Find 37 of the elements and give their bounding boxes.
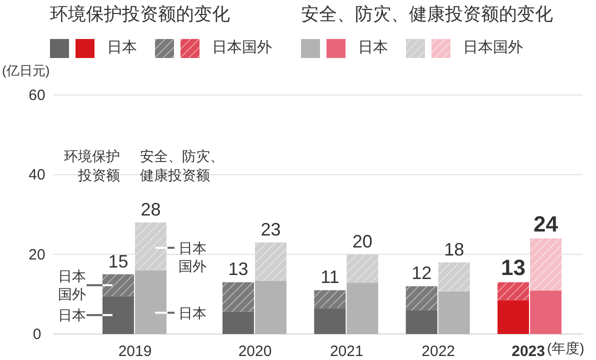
y-tick-label: 60 [28, 87, 46, 104]
total-label: 11 [320, 267, 340, 288]
x-tick-label: 2021 [330, 343, 364, 360]
total-label: 13 [228, 259, 248, 280]
total-label: 13 [501, 255, 526, 280]
bar [346, 254, 378, 283]
x-tick-label: 2019 [118, 343, 152, 360]
x-axis-title: (年度) [547, 340, 584, 358]
x-tick-label: 2020 [238, 343, 272, 360]
y-tick-label: 40 [28, 166, 46, 184]
bar [530, 238, 562, 291]
y-axis-title: (亿日元) [2, 62, 50, 80]
total-label: 18 [444, 239, 464, 260]
total-label: 24 [534, 211, 559, 236]
x-tick-label: 2023 [512, 343, 545, 360]
y-tick-label: 20 [28, 246, 46, 264]
total-label: 15 [108, 251, 128, 272]
bar [255, 242, 286, 282]
bar [438, 262, 470, 292]
legend-label: 日本 [107, 38, 137, 57]
annotation: 日本国外 [58, 267, 87, 304]
total-label: 28 [140, 199, 161, 220]
annotation: 日本 [58, 306, 87, 324]
legend-title: 安全、防灾、健康投资额的变化 [301, 3, 553, 26]
annotation: 环境保护投资额 [63, 147, 120, 185]
total-label: 20 [352, 231, 372, 252]
legend-title: 环境保护投资额的变化 [50, 3, 230, 26]
legend-label: 日本国外 [212, 38, 272, 57]
x-tick-label: 2022 [422, 343, 456, 360]
annotation: 日本国外 [178, 238, 208, 275]
legend-label: 日本国外 [463, 38, 523, 57]
total-label: 23 [260, 219, 281, 240]
annotation: 日本 [178, 304, 208, 322]
y-tick-label: 0 [32, 326, 42, 343]
annotation: 安全、防灾、健康投资额 [140, 147, 225, 185]
legend-label: 日本 [358, 38, 388, 57]
total-label: 12 [412, 263, 432, 284]
